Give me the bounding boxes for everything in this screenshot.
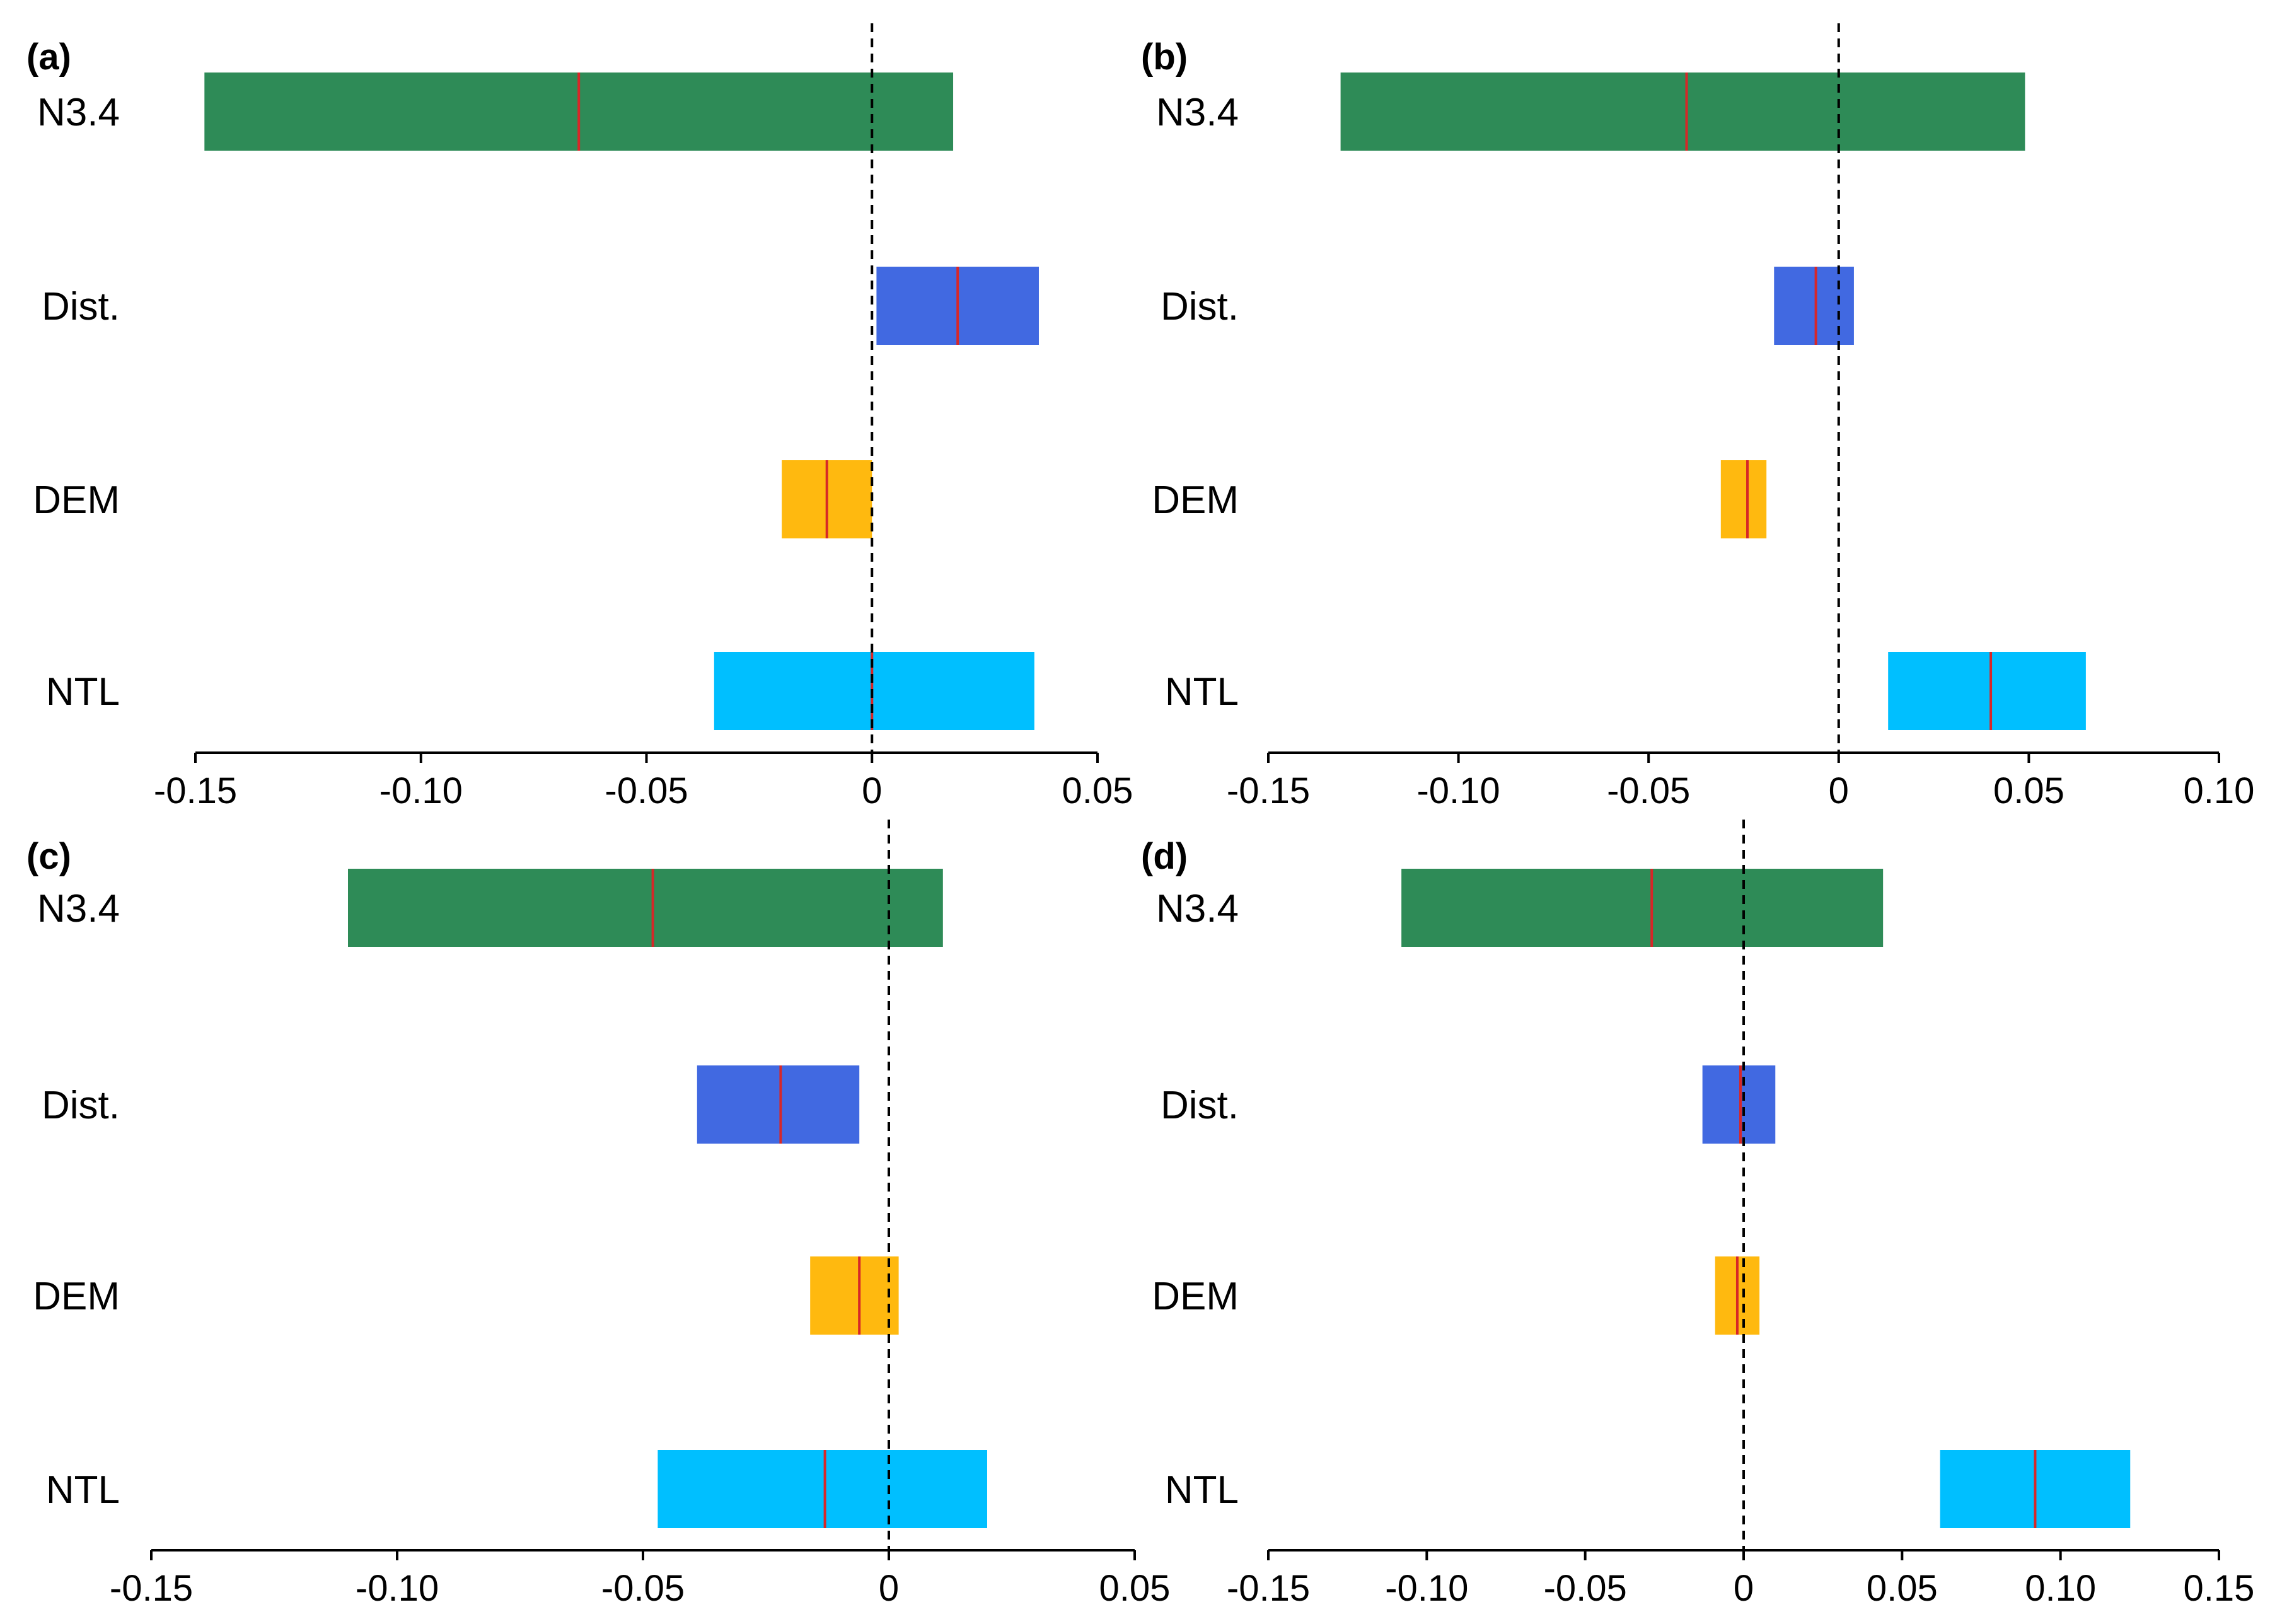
x-tick-label: -0.10 bbox=[379, 770, 463, 811]
category-label: N3.4 bbox=[1156, 91, 1239, 134]
panel-1: (a) N3.4 Dist. DEM NTL -0.15 -0.10 -0.05 0 0.05 bbox=[26, 23, 1133, 811]
x-tick-label: -0.10 bbox=[1416, 770, 1500, 811]
bar-ntl bbox=[657, 1450, 987, 1528]
x-tick-label: 0 bbox=[1829, 770, 1849, 811]
category-label: NTL bbox=[1165, 1468, 1239, 1512]
x-tick-label: 0.15 bbox=[2184, 1568, 2255, 1609]
panel-2: (b) N3.4 Dist. DEM NTL -0.15 -0.10 -0.05 0 0.05 0.… bbox=[1141, 23, 2254, 811]
bar-ntl bbox=[714, 652, 1034, 730]
x-tick-label: 0.05 bbox=[1867, 1568, 1938, 1609]
x-tick-label: 0.05 bbox=[1099, 1568, 1171, 1609]
x-tick-label: -0.05 bbox=[1544, 1568, 1627, 1609]
bar-dist bbox=[697, 1065, 860, 1144]
category-label: Dist. bbox=[1161, 285, 1239, 328]
category-label: NTL bbox=[46, 670, 120, 714]
x-tick-label: 0.10 bbox=[2184, 770, 2255, 811]
x-tick-label: 0 bbox=[879, 1568, 899, 1609]
category-label: N3.4 bbox=[1156, 887, 1239, 931]
x-tick-label: 0.05 bbox=[1062, 770, 1133, 811]
panel-label: (b) bbox=[1141, 37, 1188, 78]
category-label: Dist. bbox=[42, 285, 120, 328]
bar-dem bbox=[810, 1256, 899, 1335]
x-tick-label: -0.05 bbox=[1607, 770, 1690, 811]
x-tick-label: -0.10 bbox=[356, 1568, 439, 1609]
bar-dist bbox=[1702, 1065, 1776, 1144]
x-tick-label: -0.15 bbox=[1227, 770, 1310, 811]
category-label: Dist. bbox=[1161, 1084, 1239, 1127]
x-tick-label: -0.05 bbox=[601, 1568, 685, 1609]
category-label: DEM bbox=[1152, 478, 1239, 522]
category-label: NTL bbox=[1165, 670, 1239, 714]
category-label: Dist. bbox=[42, 1084, 120, 1127]
x-tick-label: 0 bbox=[862, 770, 882, 811]
bar-n34 bbox=[1340, 72, 2025, 151]
x-tick-label: -0.05 bbox=[605, 770, 688, 811]
panel-label: (a) bbox=[26, 37, 71, 78]
x-tick-label: 0 bbox=[1734, 1568, 1754, 1609]
bar-ntl bbox=[1888, 652, 2086, 730]
category-label: N3.4 bbox=[37, 91, 120, 134]
panel-3: (c) N3.4 Dist. DEM NTL -0.15 -0.10 -0.05 0 0.05 bbox=[26, 820, 1170, 1609]
x-tick-label: -0.15 bbox=[154, 770, 237, 811]
x-tick-label: 0.05 bbox=[1993, 770, 2064, 811]
panel-4: (d) N3.4 Dist. DEM NTL -0.15 -0.10 -0.05 0 0.05 0.… bbox=[1141, 820, 2254, 1609]
category-label: DEM bbox=[1152, 1275, 1239, 1318]
panel-label: (d) bbox=[1141, 836, 1188, 877]
category-label: N3.4 bbox=[37, 887, 120, 931]
x-tick-label: -0.15 bbox=[110, 1568, 193, 1609]
x-tick-label: 0.10 bbox=[2025, 1568, 2096, 1609]
bar-dem bbox=[1720, 460, 1767, 538]
category-label: DEM bbox=[33, 1275, 120, 1318]
bar-n34 bbox=[348, 869, 943, 947]
category-label: DEM bbox=[33, 478, 120, 522]
category-label: NTL bbox=[46, 1468, 120, 1512]
x-tick-label: -0.15 bbox=[1227, 1568, 1310, 1609]
panel-label: (c) bbox=[26, 836, 71, 877]
bar-n34 bbox=[1401, 869, 1884, 947]
x-tick-label: -0.10 bbox=[1385, 1568, 1468, 1609]
bar-dist bbox=[1774, 267, 1854, 345]
